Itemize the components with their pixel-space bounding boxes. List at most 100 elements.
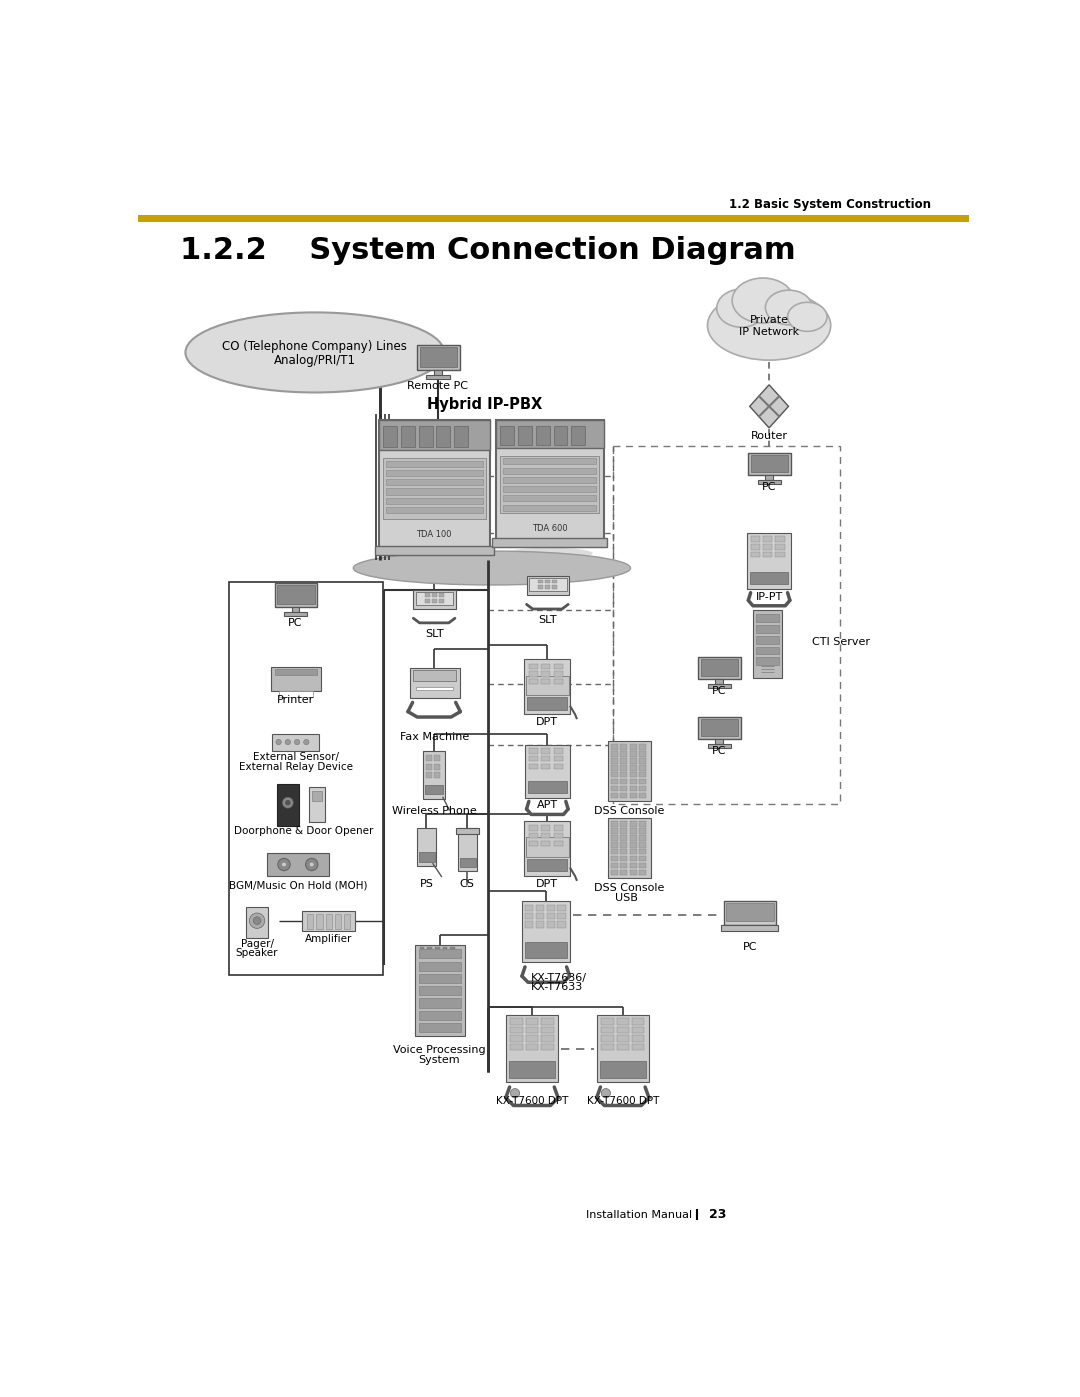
Circle shape — [306, 858, 318, 870]
Bar — [617, 1044, 629, 1051]
Bar — [419, 986, 461, 996]
Bar — [632, 1035, 645, 1042]
Bar — [496, 420, 604, 448]
Text: IP-PT: IP-PT — [756, 592, 783, 602]
Text: External Relay Device: External Relay Device — [239, 763, 352, 773]
Bar — [541, 1027, 554, 1034]
Bar — [414, 590, 456, 609]
Bar — [762, 545, 772, 549]
Text: CS: CS — [460, 879, 475, 888]
Bar — [527, 859, 567, 872]
Bar — [526, 1018, 538, 1024]
Bar — [419, 974, 461, 983]
Text: Private: Private — [750, 316, 788, 326]
Bar — [503, 476, 596, 483]
Bar — [756, 624, 779, 633]
Bar — [419, 949, 461, 958]
Ellipse shape — [390, 556, 478, 567]
Bar — [503, 468, 596, 474]
Bar — [621, 842, 627, 848]
Bar — [509, 1060, 555, 1077]
Bar — [503, 458, 596, 464]
Bar — [751, 552, 760, 557]
Bar — [621, 752, 627, 757]
Bar — [756, 647, 779, 654]
Bar — [526, 1027, 538, 1034]
Text: PS: PS — [419, 879, 433, 888]
Text: Doorphone & Door Opener: Doorphone & Door Opener — [233, 827, 373, 837]
Bar — [435, 947, 440, 949]
Text: SLT: SLT — [424, 629, 444, 640]
Bar — [639, 787, 646, 791]
Text: SLT: SLT — [538, 616, 556, 626]
Bar — [536, 922, 544, 928]
Circle shape — [602, 1088, 610, 1098]
Bar — [602, 1018, 613, 1024]
Text: IP Network: IP Network — [739, 327, 799, 337]
Bar — [417, 345, 460, 370]
Polygon shape — [750, 384, 788, 427]
Bar — [611, 745, 618, 750]
Bar — [602, 1035, 613, 1042]
Bar — [518, 426, 532, 446]
Bar — [602, 1044, 613, 1051]
Bar — [419, 999, 461, 1007]
Bar — [434, 370, 442, 374]
Bar — [751, 455, 788, 472]
Bar — [630, 780, 636, 784]
Bar — [630, 773, 636, 778]
Bar — [630, 835, 636, 841]
Bar — [529, 679, 538, 685]
Bar — [529, 841, 538, 847]
Bar — [611, 787, 618, 791]
Bar — [699, 717, 741, 739]
Bar — [639, 842, 646, 848]
Bar — [525, 745, 569, 798]
Bar — [611, 870, 618, 876]
Bar — [639, 773, 646, 778]
Bar — [427, 374, 449, 379]
Bar — [630, 856, 636, 862]
Bar — [639, 759, 646, 764]
Bar — [756, 615, 779, 622]
Bar — [415, 946, 465, 1037]
Bar — [766, 475, 773, 481]
Bar — [639, 752, 646, 757]
Bar — [302, 911, 355, 930]
Bar — [527, 697, 567, 710]
Bar — [335, 914, 341, 929]
Text: KX-T7633: KX-T7633 — [530, 982, 582, 992]
Bar — [419, 947, 424, 949]
Bar — [552, 580, 557, 584]
Bar — [524, 820, 570, 876]
Bar — [460, 858, 475, 866]
Bar — [401, 426, 415, 447]
Circle shape — [285, 739, 291, 745]
Bar — [387, 469, 483, 476]
Ellipse shape — [353, 550, 631, 585]
Bar — [525, 914, 534, 919]
Text: Voice Processing: Voice Processing — [393, 1045, 486, 1055]
Bar — [602, 1027, 613, 1034]
Bar — [413, 671, 457, 682]
Text: Printer: Printer — [276, 696, 314, 705]
Bar — [438, 594, 444, 598]
Bar — [505, 1014, 558, 1083]
Text: Hybrid IP-PBX: Hybrid IP-PBX — [427, 397, 542, 412]
Text: Analog/PRI/T1: Analog/PRI/T1 — [274, 353, 355, 366]
Bar — [312, 791, 323, 800]
Circle shape — [282, 862, 286, 866]
Bar — [525, 922, 534, 928]
Bar — [639, 863, 646, 869]
Bar — [457, 828, 478, 834]
Bar — [541, 833, 551, 838]
Bar — [316, 914, 323, 929]
Text: USB: USB — [616, 893, 638, 902]
Bar — [536, 914, 544, 919]
Bar — [419, 1023, 461, 1032]
Bar — [726, 902, 773, 921]
Bar — [630, 752, 636, 757]
Bar — [599, 1060, 646, 1077]
Bar — [630, 745, 636, 750]
Bar — [546, 904, 555, 911]
